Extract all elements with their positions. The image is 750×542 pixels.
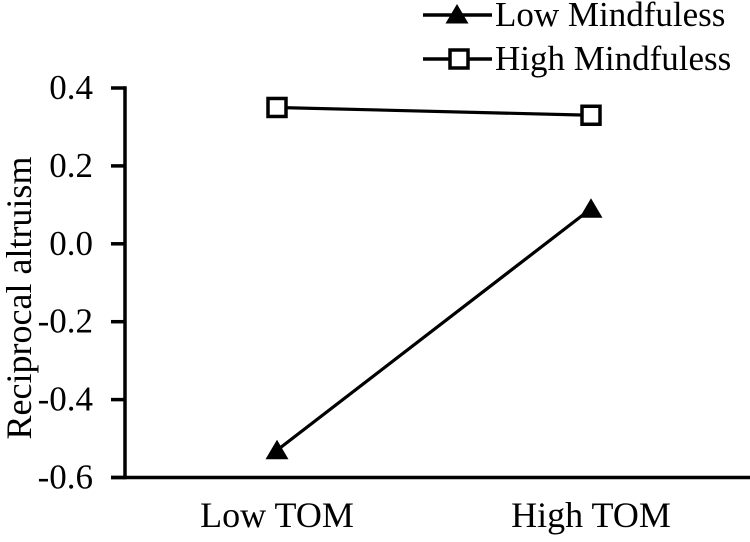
series-line-low-mindfuless bbox=[276, 207, 592, 452]
y-tick-label: 0.4 bbox=[49, 68, 93, 107]
y-tick-label: 0.2 bbox=[49, 146, 93, 185]
filled-triangle-marker-icon bbox=[423, 4, 492, 24]
y-axis-title: Reciprocal altruism bbox=[0, 157, 39, 440]
y-tick-label: 0.0 bbox=[49, 224, 93, 263]
legend: Low Mindfuless High Mindfuless bbox=[421, 0, 731, 81]
open-square-marker bbox=[580, 104, 602, 127]
y-tick-label: -0.2 bbox=[38, 302, 93, 341]
open-square-marker-icon bbox=[423, 48, 492, 70]
legend-item-low-mindfuless: Low Mindfuless bbox=[421, 0, 731, 37]
x-tick-label: High TOM bbox=[511, 495, 671, 535]
legend-label: Low Mindfuless bbox=[495, 0, 726, 34]
legend-label: High Mindfuless bbox=[495, 39, 732, 78]
open-square-marker bbox=[266, 96, 288, 119]
filled-triangle-marker bbox=[265, 439, 289, 460]
series-line-high-mindfuless bbox=[276, 105, 592, 117]
filled-triangle-marker bbox=[579, 198, 603, 218]
legend-item-high-mindfuless: High Mindfuless bbox=[421, 37, 731, 81]
y-tick-label: -0.4 bbox=[38, 380, 93, 419]
x-tick-label: Low TOM bbox=[200, 495, 354, 535]
y-tick-label: -0.6 bbox=[38, 458, 93, 497]
